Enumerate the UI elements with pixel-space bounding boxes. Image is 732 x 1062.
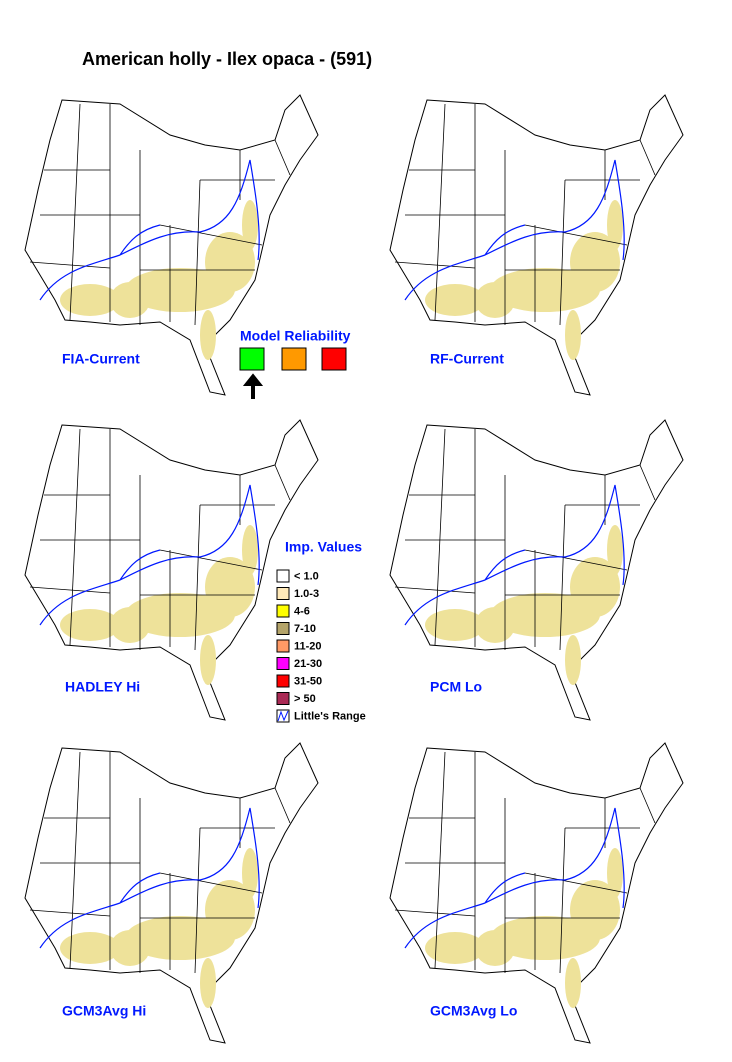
legend-label: 7-10 <box>294 623 316 635</box>
arrow <box>242 373 264 399</box>
reliability-orange <box>281 347 307 371</box>
legend-swatch <box>276 587 290 600</box>
legend-swatch <box>276 639 290 653</box>
reliability-red <box>321 347 347 371</box>
map <box>389 419 684 721</box>
legend: < 1.0 1.0-3 4-6 7-10 11-20 21-30 31-50 > 50 Litt… <box>276 569 366 723</box>
map-label: GCM3Avg Lo <box>430 1003 517 1019</box>
legend-label: 31-50 <box>294 675 322 687</box>
legend-label: < 1.0 <box>294 570 319 582</box>
range-icon <box>277 710 289 722</box>
legend-label: 11-20 <box>294 640 322 652</box>
legend-swatch <box>276 622 290 635</box>
map-label: PCM Lo <box>430 679 482 695</box>
map <box>24 742 319 1044</box>
legend-swatch <box>276 674 290 688</box>
map-label: GCM3Avg Hi <box>62 1003 146 1019</box>
map-panels: FIA-Current RF-Current HADLEY Hi PCM Lo GCM3… <box>24 94 684 1044</box>
legend-label: 1.0-3 <box>294 588 319 600</box>
title: American holly - Ilex opaca - (591) <box>82 49 372 69</box>
reliability-title: Model Reliability <box>240 328 351 344</box>
legend-swatch <box>276 604 290 618</box>
map-label: FIA-Current <box>62 351 140 367</box>
legend-title: Imp. Values <box>285 539 362 555</box>
legend-swatch <box>276 692 290 705</box>
map <box>24 419 319 721</box>
range-label: Little's Range <box>294 710 366 722</box>
reliability-green <box>239 347 265 371</box>
map <box>389 742 684 1044</box>
legend-label: 4-6 <box>294 605 310 617</box>
legend-label: 21-30 <box>294 658 322 670</box>
legend-label: > 50 <box>294 693 316 705</box>
map-label: RF-Current <box>430 351 504 367</box>
map-label: HADLEY Hi <box>65 679 140 695</box>
legend-swatch <box>276 657 290 670</box>
legend-swatch <box>276 569 290 583</box>
